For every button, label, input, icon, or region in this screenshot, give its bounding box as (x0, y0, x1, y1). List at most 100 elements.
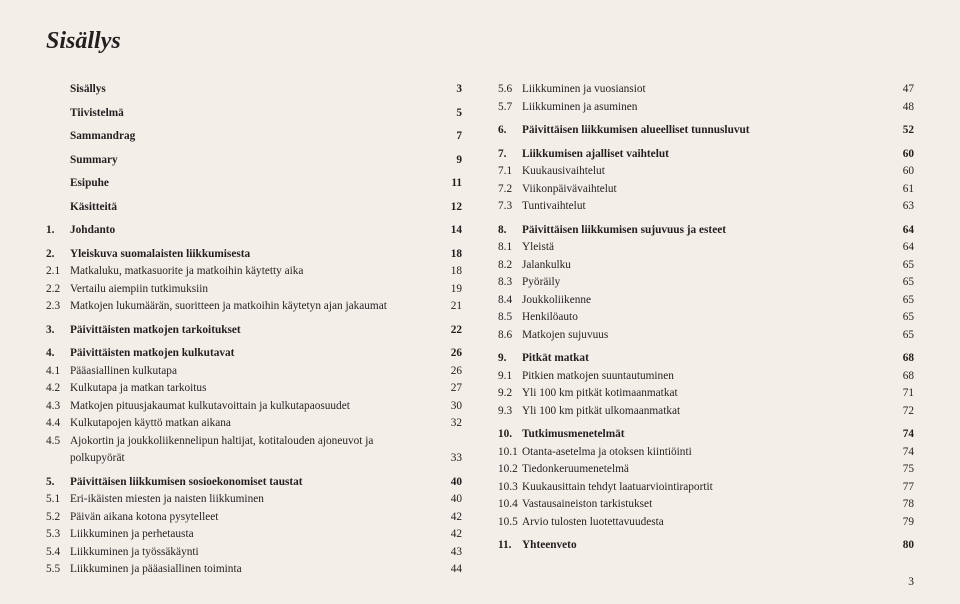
toc-page: 32 (438, 415, 462, 433)
toc-number: 10.5 (498, 514, 522, 532)
toc-page: 22 (438, 322, 462, 340)
toc-label: Vastausaineiston tarkistukset (522, 496, 890, 514)
toc-row: 9.Pitkät matkat68 (498, 350, 914, 368)
page-title: Sisällys (46, 28, 914, 55)
toc-page: 60 (890, 163, 914, 181)
toc-label: Päivittäisten matkojen kulkutavat (70, 345, 438, 363)
toc-label: Matkojen sujuvuus (522, 327, 890, 345)
toc-page: 68 (890, 350, 914, 368)
toc-label: Liikkuminen ja vuosiansiot (522, 81, 890, 99)
toc-page: 26 (438, 363, 462, 381)
toc-page: 9 (438, 152, 462, 170)
toc-page: 7 (438, 128, 462, 146)
toc-column-right: 5.6Liikkuminen ja vuosiansiot475.7Liikku… (498, 81, 914, 579)
toc-number: 10.2 (498, 461, 522, 479)
toc-page: 71 (890, 385, 914, 403)
toc-page: 33 (438, 450, 462, 468)
toc-page: 19 (438, 281, 462, 299)
toc-row: 8.5Henkilöauto65 (498, 309, 914, 327)
toc-row: Sammandrag7 (46, 128, 462, 146)
toc-page: 12 (438, 199, 462, 217)
toc-number: 8.5 (498, 309, 522, 327)
page-number: 3 (908, 576, 914, 588)
toc-number: 4.5 (46, 433, 70, 451)
toc-page: 18 (438, 263, 462, 281)
toc-page: 5 (438, 105, 462, 123)
toc-number: 9. (498, 350, 522, 368)
toc-label: Tutkimusmenetelmät (522, 426, 890, 444)
toc-number: 2.1 (46, 263, 70, 281)
toc-row: 10.2Tiedonkeruumenetelmä75 (498, 461, 914, 479)
toc-label: Kuukausittain tehdyt laatuarviointirapor… (522, 479, 890, 497)
toc-label: Päivittäisen liikkumisen sujuvuus ja est… (522, 222, 890, 240)
toc-row-continuation: polkupyörät33 (46, 450, 462, 468)
toc-label: Eri-ikäisten miesten ja naisten liikkumi… (70, 491, 438, 509)
toc-label: Liikkuminen ja työssäkäynti (70, 544, 438, 562)
toc-page: 78 (890, 496, 914, 514)
toc-number: 6. (498, 122, 522, 140)
toc-number: 9.1 (498, 368, 522, 386)
toc-row: 1.Johdanto14 (46, 222, 462, 240)
toc-row: 4.3Matkojen pituusjakaumat kulkutavoitta… (46, 398, 462, 416)
toc-row: 7.3Tuntivaihtelut63 (498, 198, 914, 216)
toc-row: 4.4Kulkutapojen käyttö matkan aikana32 (46, 415, 462, 433)
toc-number: 7.2 (498, 181, 522, 199)
toc-label: Pitkät matkat (522, 350, 890, 368)
toc-row: Tiivistelmä5 (46, 105, 462, 123)
toc-row: 9.1Pitkien matkojen suuntautuminen68 (498, 368, 914, 386)
toc-row: 10.3Kuukausittain tehdyt laatuarviointir… (498, 479, 914, 497)
toc-page: 14 (438, 222, 462, 240)
toc-row: 9.2Yli 100 km pitkät kotimaanmatkat71 (498, 385, 914, 403)
toc-page: 52 (890, 122, 914, 140)
toc-label: Kulkutapojen käyttö matkan aikana (70, 415, 438, 433)
toc-row: 8.2Jalankulku65 (498, 257, 914, 275)
toc-label: Kulkutapa ja matkan tarkoitus (70, 380, 438, 398)
toc-row: 4.Päivittäisten matkojen kulkutavat26 (46, 345, 462, 363)
toc-number: 4.1 (46, 363, 70, 381)
toc-number: 1. (46, 222, 70, 240)
toc-row: Käsitteitä12 (46, 199, 462, 217)
toc-number: 7. (498, 146, 522, 164)
toc-label: Johdanto (70, 222, 438, 240)
toc-label: Pitkien matkojen suuntautuminen (522, 368, 890, 386)
toc-number: 8. (498, 222, 522, 240)
toc-label: Yleiskuva suomalaisten liikkumisesta (70, 246, 438, 264)
toc-row: 10.Tutkimusmenetelmät74 (498, 426, 914, 444)
toc-page: 79 (890, 514, 914, 532)
toc-label: Käsitteitä (70, 199, 438, 217)
toc-page: 47 (890, 81, 914, 99)
toc-row: 2.Yleiskuva suomalaisten liikkumisesta18 (46, 246, 462, 264)
toc-row: 4.2Kulkutapa ja matkan tarkoitus27 (46, 380, 462, 398)
toc-page: 42 (438, 526, 462, 544)
toc-label: Otanta-asetelma ja otoksen kiintiöinti (522, 444, 890, 462)
toc-row: 8.3Pyöräily65 (498, 274, 914, 292)
toc-label: Henkilöauto (522, 309, 890, 327)
toc-label: Vertailu aiempiin tutkimuksiin (70, 281, 438, 299)
toc-page: 42 (438, 509, 462, 527)
toc-page: 80 (890, 537, 914, 555)
toc-page: 65 (890, 309, 914, 327)
toc-row: 9.3Yli 100 km pitkät ulkomaanmatkat72 (498, 403, 914, 421)
toc-label: Sammandrag (70, 128, 438, 146)
toc-label: Päivän aikana kotona pysytelleet (70, 509, 438, 527)
toc-number: 2.3 (46, 298, 70, 316)
toc-label: Päivittäisen liikkumisen sosioekonomiset… (70, 474, 438, 492)
toc-row: 8.4Joukkoliikenne65 (498, 292, 914, 310)
toc-page: 48 (890, 99, 914, 117)
toc-row: 5.5Liikkuminen ja pääasiallinen toiminta… (46, 561, 462, 579)
toc-label: Joukkoliikenne (522, 292, 890, 310)
toc-label: Pääasiallinen kulkutapa (70, 363, 438, 381)
toc-page: 43 (438, 544, 462, 562)
toc-label: Yli 100 km pitkät ulkomaanmatkat (522, 403, 890, 421)
toc-page: 77 (890, 479, 914, 497)
toc-page: 72 (890, 403, 914, 421)
toc-row: 4.1Pääasiallinen kulkutapa26 (46, 363, 462, 381)
toc-label: Päivittäisten matkojen tarkoitukset (70, 322, 438, 340)
toc-label: Liikkuminen ja pääasiallinen toiminta (70, 561, 438, 579)
toc-row: 11.Yhteenveto80 (498, 537, 914, 555)
toc-row: 5.3Liikkuminen ja perhetausta42 (46, 526, 462, 544)
toc-row: 5.4Liikkuminen ja työssäkäynti43 (46, 544, 462, 562)
toc-label: polkupyörät (70, 450, 438, 468)
toc-label: Tiivistelmä (70, 105, 438, 123)
toc-label: Yli 100 km pitkät kotimaanmatkat (522, 385, 890, 403)
